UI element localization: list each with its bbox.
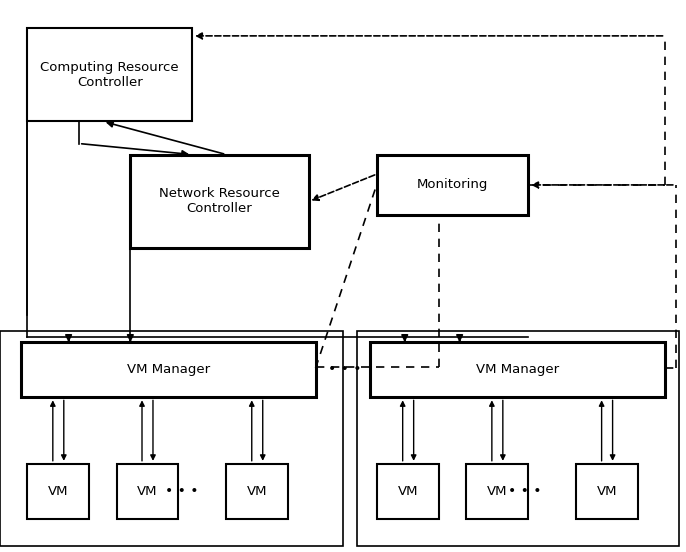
- Text: Monitoring: Monitoring: [417, 178, 488, 192]
- Text: VM: VM: [487, 485, 508, 498]
- Text: VM: VM: [398, 485, 418, 498]
- Text: Network Resource
Controller: Network Resource Controller: [159, 188, 280, 215]
- FancyBboxPatch shape: [27, 28, 192, 121]
- FancyBboxPatch shape: [466, 464, 528, 519]
- FancyBboxPatch shape: [357, 331, 679, 546]
- FancyBboxPatch shape: [117, 464, 178, 519]
- Text: VM: VM: [137, 485, 158, 498]
- FancyBboxPatch shape: [27, 464, 89, 519]
- FancyBboxPatch shape: [226, 464, 288, 519]
- Text: • • •: • • •: [508, 484, 541, 498]
- FancyBboxPatch shape: [130, 155, 309, 248]
- Text: VM: VM: [247, 485, 268, 498]
- FancyBboxPatch shape: [377, 155, 528, 215]
- Text: • • •: • • •: [165, 484, 198, 498]
- Text: VM Manager: VM Manager: [126, 363, 210, 376]
- FancyBboxPatch shape: [576, 464, 638, 519]
- Text: VM Manager: VM Manager: [476, 363, 560, 376]
- Text: Computing Resource
Controller: Computing Resource Controller: [40, 61, 179, 88]
- Text: • • •: • • •: [329, 362, 362, 376]
- Text: VM: VM: [597, 485, 617, 498]
- FancyBboxPatch shape: [377, 464, 439, 519]
- FancyBboxPatch shape: [21, 342, 316, 397]
- FancyBboxPatch shape: [370, 342, 665, 397]
- FancyBboxPatch shape: [0, 331, 343, 546]
- Text: VM: VM: [48, 485, 69, 498]
